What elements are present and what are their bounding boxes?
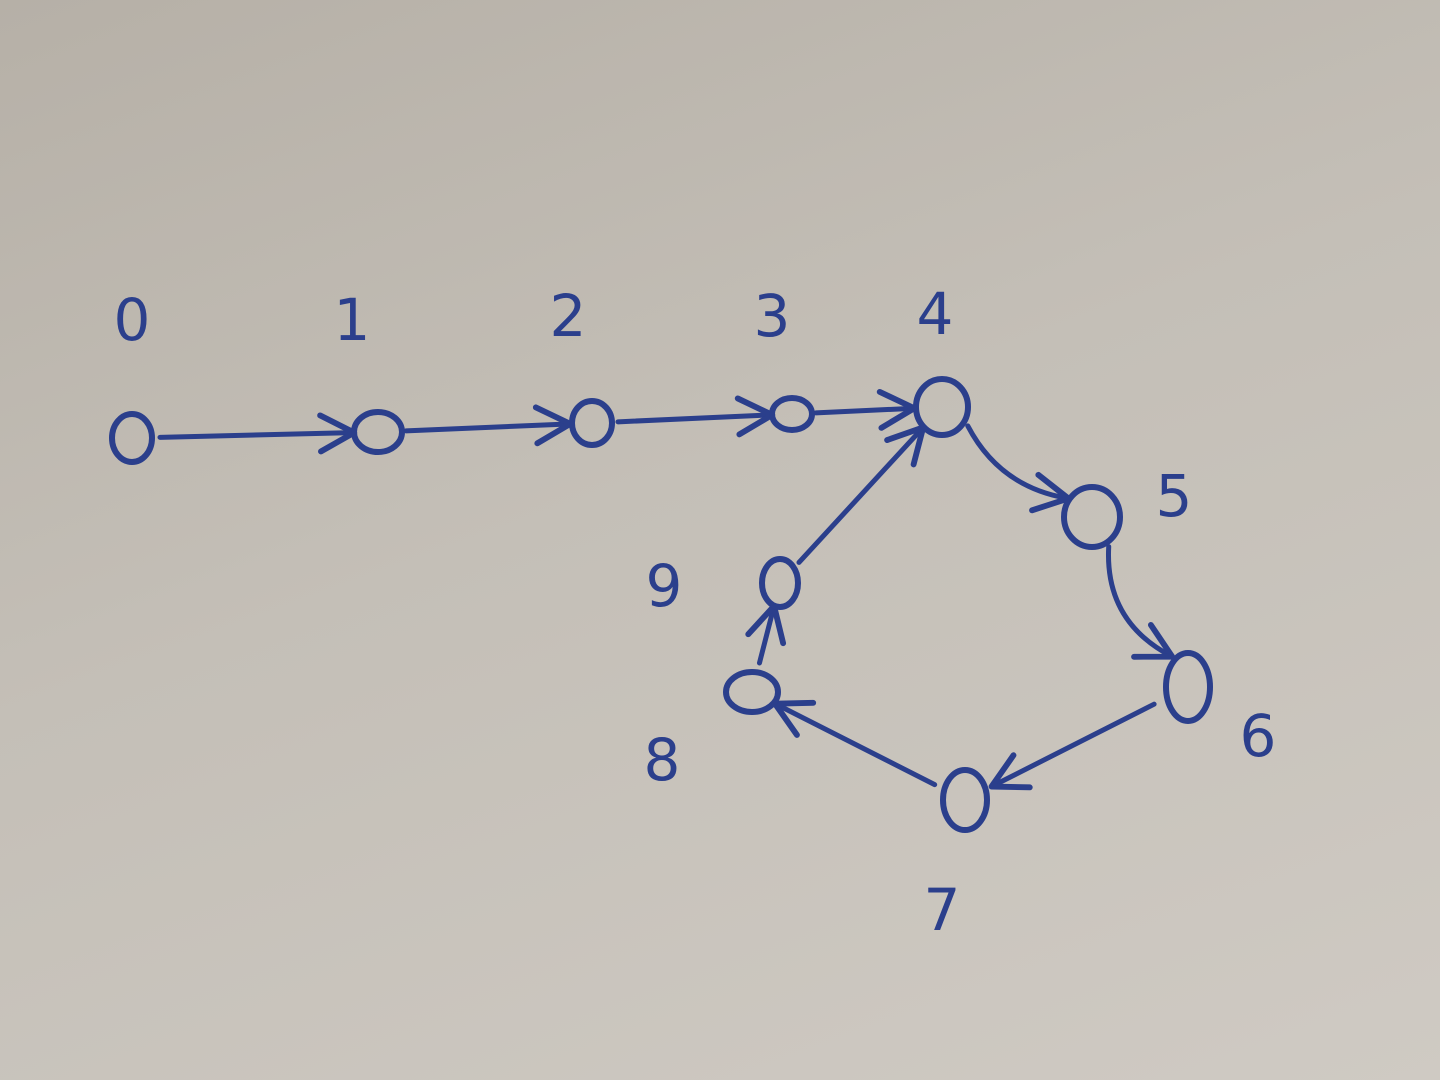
node-0 [109,411,155,465]
node-label-8: 8 [644,726,681,794]
node-4 [913,376,971,438]
edge-7-to-8 [772,699,938,788]
edge-8-to-9 [745,603,787,666]
node-3 [769,395,815,433]
node-label-1: 1 [334,286,371,354]
node-7 [940,767,990,833]
edge-9-to-4 [796,424,927,565]
node-label-4: 4 [917,280,954,348]
edge-2-to-3 [615,395,776,438]
edge-1-to-2 [403,404,574,447]
edge-6-to-7 [988,701,1157,791]
edge-4-to-5 [965,423,1072,514]
node-label-9: 9 [646,552,683,620]
node-label-7: 7 [924,876,961,944]
node-1 [351,409,405,455]
node-label-5: 5 [1156,462,1193,530]
node-label-6: 6 [1240,702,1277,770]
node-6 [1163,650,1213,724]
node-label-2: 2 [550,282,587,350]
node-label-3: 3 [754,282,791,350]
edge-3-to-4 [813,388,918,431]
nodes-layer [109,376,1213,833]
node-9 [759,556,801,610]
node-2 [569,398,615,448]
node-5 [1061,484,1123,550]
node-8 [723,669,781,715]
labels-layer: 0 1 2 3 4 5 6 7 8 9 [114,280,1277,944]
edge-5-to-6 [1106,544,1176,660]
edge-0-to-1 [157,412,358,455]
node-label-0: 0 [114,286,151,354]
edges-layer [157,388,1176,791]
